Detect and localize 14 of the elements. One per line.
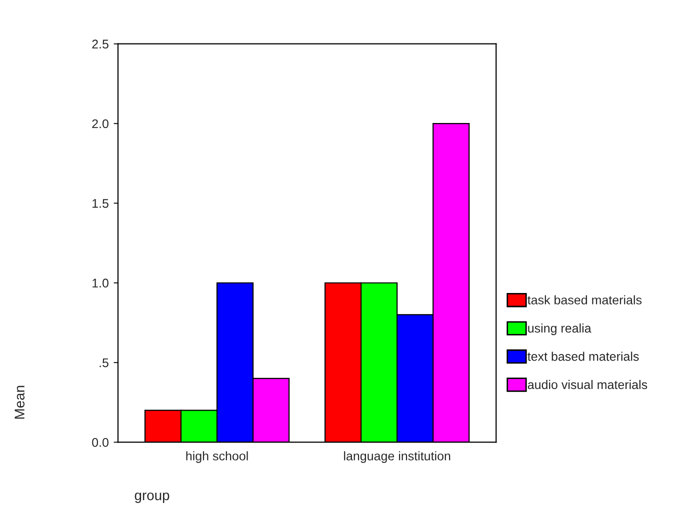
y-tick-label: 2.5 (92, 40, 108, 49)
y-tick-label: 1.0 (92, 278, 108, 288)
legend-label: task based materials (528, 295, 642, 304)
y-tick-label: 2.0 (92, 119, 108, 128)
y-tick-label: .5 (100, 358, 108, 368)
y-tick-label: 1.5 (92, 199, 108, 208)
y-tick-label: 0.0 (92, 438, 108, 447)
y-axis-title: Mean (14, 386, 24, 419)
x-tick-label: language institution (344, 451, 450, 463)
legend-label: text based materials (528, 352, 639, 361)
legend-label: using realia (528, 323, 592, 336)
x-tick-label: high school (186, 451, 248, 463)
x-axis-title: group (134, 492, 170, 503)
legend-label: audio visual materials (528, 380, 648, 390)
